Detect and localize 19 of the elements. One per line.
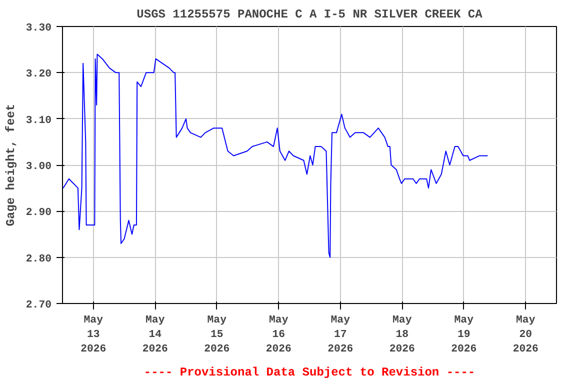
chart-title: USGS 11255575 PANOCHE C A I-5 NR SILVER CREEK CA [136,8,484,22]
x-tick-label: May 15 2026 [204,314,230,356]
y-tick-label: 2.80 [26,253,52,266]
y-tick-label: 3.30 [26,22,52,34]
y-tick-label: 3.10 [26,114,52,127]
y-tick-label: 2.70 [26,300,52,312]
y-tick-label: 3.00 [26,161,52,173]
x-tick-label: May 13 2026 [80,314,106,356]
y-axis-title: Gage height, feet [4,104,18,226]
x-tick-label: May 20 2026 [512,314,538,356]
y-tick-label: 2.90 [26,207,52,220]
x-tick-label: May 18 2026 [389,314,415,356]
x-tick-label: May 16 2026 [266,314,292,356]
x-tick-label: May 17 2026 [328,314,354,356]
x-tick-label: May 14 2026 [142,314,168,356]
x-tick-label: May 19 2026 [451,314,477,356]
text: ---- Provisional Data Subject to Revision ---- [144,366,476,380]
line-series [62,54,488,258]
y-tick-label: 3.20 [26,68,52,81]
